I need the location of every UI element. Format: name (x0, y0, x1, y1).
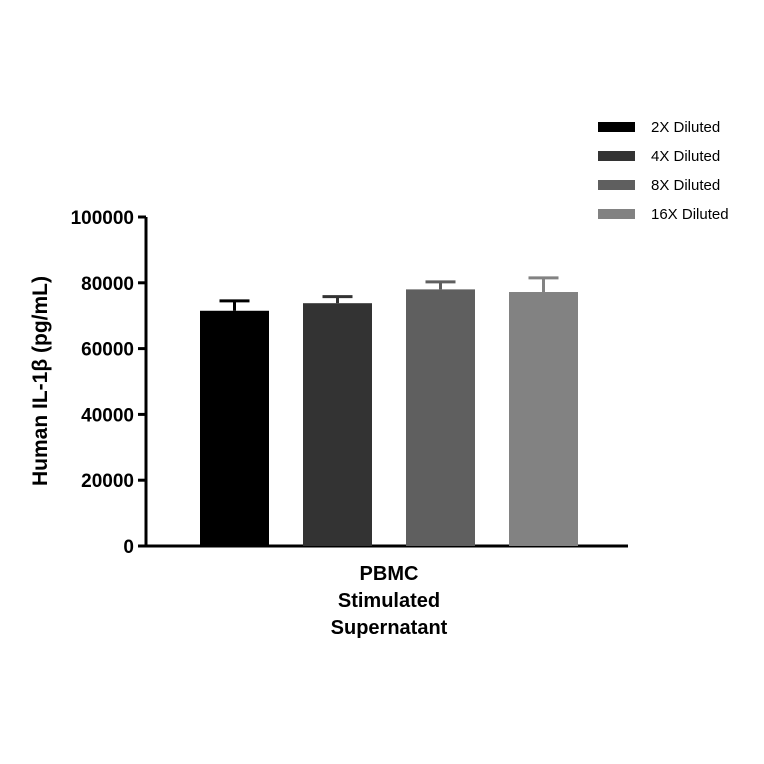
y-tick-label: 40000 (81, 405, 134, 426)
legend-swatch (598, 180, 635, 190)
legend: 2X Diluted 4X Diluted 8X Diluted 16X Dilute… (598, 119, 729, 223)
y-tick-label: 100000 (71, 208, 134, 229)
legend-swatch (598, 151, 635, 161)
legend-label: 8X Diluted (651, 177, 720, 194)
bar-16x-diluted (509, 292, 578, 546)
bars (200, 289, 578, 546)
x-axis: PBMC Stimulated Supernatant (144, 544, 628, 639)
legend-swatch (598, 209, 635, 219)
legend-label: 2X Diluted (651, 119, 720, 136)
bar-4x-diluted (303, 303, 372, 546)
bar-2x-diluted (200, 310, 269, 546)
error-bars (219, 276, 559, 311)
y-tick-label: 60000 (81, 340, 134, 361)
legend-label: 4X Diluted (651, 148, 720, 165)
y-tick-label: 80000 (81, 274, 134, 295)
legend-swatch (598, 122, 635, 132)
bar-8x-diluted (406, 289, 475, 546)
y-axis-title: Human IL-1β (pg/mL) (29, 276, 52, 486)
legend-label: 16X Diluted (651, 206, 729, 223)
x-category-label: PBMC Stimulated Supernatant (331, 563, 448, 639)
y-axis: 0 20000 40000 60000 80000 100000 (71, 208, 148, 558)
y-tick-label: 0 (123, 537, 134, 558)
y-tick-label: 20000 (81, 471, 134, 492)
